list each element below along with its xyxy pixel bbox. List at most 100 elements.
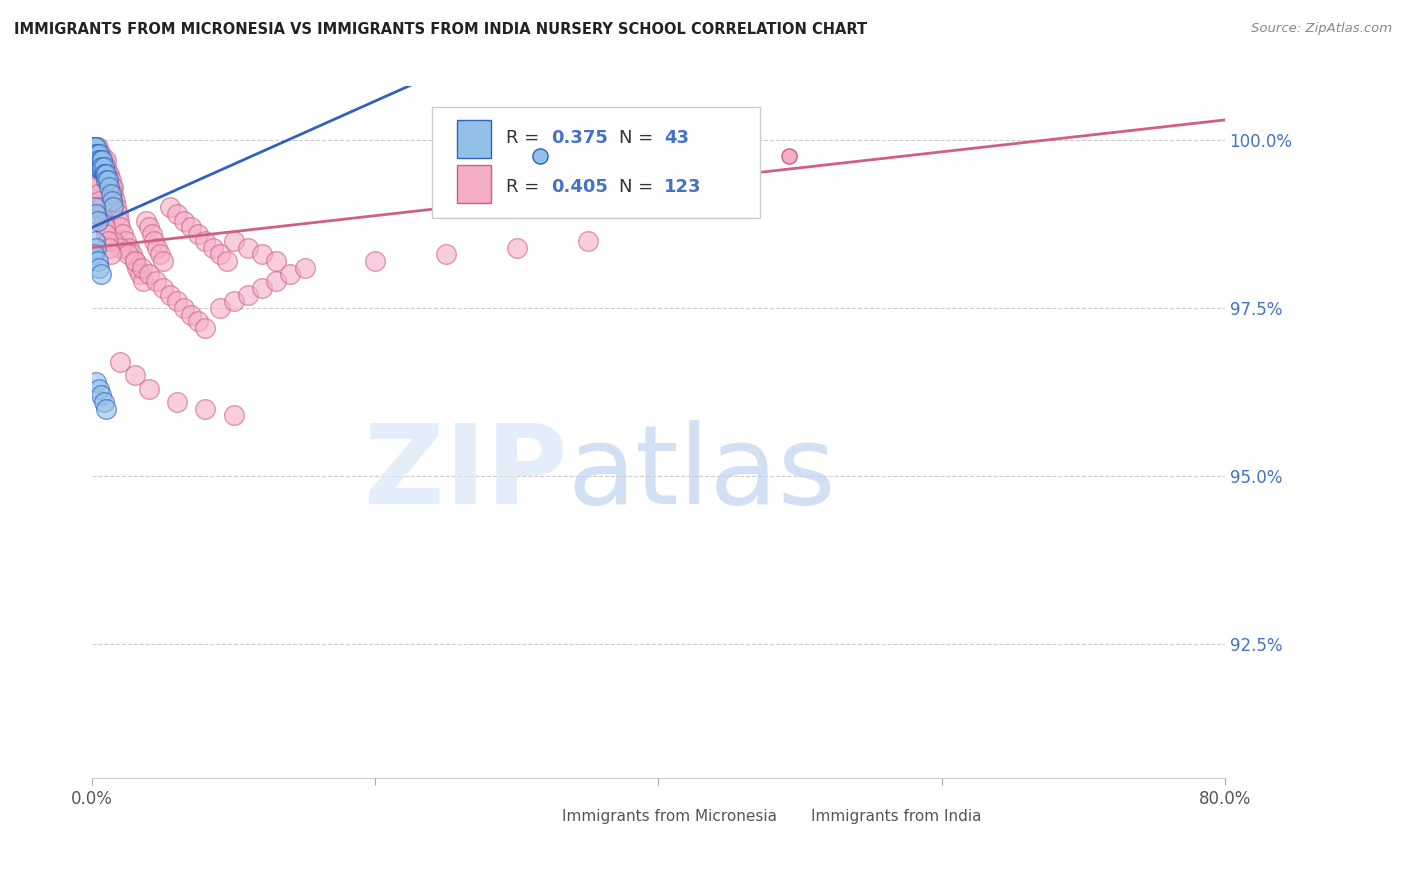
Point — [110, 355, 132, 369]
Point — [84, 173, 107, 187]
Text: R =: R = — [506, 178, 544, 195]
Text: N =: N = — [619, 129, 659, 147]
Point — [97, 234, 120, 248]
Point — [110, 241, 132, 255]
Text: 0.375: 0.375 — [551, 129, 607, 147]
Point — [100, 186, 122, 201]
Point — [93, 160, 115, 174]
Point — [87, 146, 110, 161]
Point — [640, 805, 662, 819]
Point — [159, 200, 181, 214]
Point — [236, 241, 259, 255]
Point — [91, 153, 114, 168]
Point — [250, 247, 273, 261]
Point — [103, 200, 125, 214]
Point — [83, 146, 105, 161]
Point — [294, 260, 316, 275]
Point — [91, 160, 114, 174]
Text: IMMIGRANTS FROM MICRONESIA VS IMMIGRANTS FROM INDIA NURSERY SCHOOL CORRELATION C: IMMIGRANTS FROM MICRONESIA VS IMMIGRANTS… — [14, 22, 868, 37]
Point — [84, 153, 107, 168]
Point — [87, 146, 110, 161]
Point — [187, 227, 209, 241]
Point — [89, 153, 111, 168]
Point — [215, 254, 238, 268]
Point — [364, 254, 387, 268]
Bar — [457, 120, 491, 158]
Point — [91, 207, 114, 221]
Point — [280, 268, 302, 282]
Point — [96, 160, 118, 174]
Point — [86, 146, 108, 161]
Point — [222, 294, 245, 309]
Point — [98, 173, 121, 187]
Point — [83, 146, 105, 161]
Point — [90, 160, 112, 174]
Point — [250, 281, 273, 295]
Point — [208, 301, 231, 315]
Point — [89, 194, 111, 208]
Point — [93, 153, 115, 168]
Text: 43: 43 — [664, 129, 689, 147]
Point — [208, 247, 231, 261]
Point — [576, 234, 599, 248]
Point — [194, 321, 217, 335]
Point — [89, 260, 111, 275]
Point — [86, 146, 108, 161]
Point — [103, 180, 125, 194]
Point — [87, 153, 110, 168]
Point — [138, 382, 160, 396]
Text: atlas: atlas — [568, 420, 837, 527]
Point — [115, 234, 138, 248]
Point — [96, 173, 118, 187]
Text: Immigrants from Micronesia: Immigrants from Micronesia — [562, 809, 778, 823]
Point — [90, 146, 112, 161]
Point — [91, 160, 114, 174]
Text: Immigrants from India: Immigrants from India — [811, 809, 981, 823]
Point — [138, 220, 160, 235]
Point — [91, 167, 114, 181]
Point — [103, 186, 125, 201]
Point — [89, 146, 111, 161]
Point — [152, 254, 174, 268]
Point — [93, 160, 115, 174]
Point — [93, 213, 115, 227]
Point — [86, 241, 108, 255]
Point — [90, 160, 112, 174]
Point — [124, 254, 146, 268]
Point — [96, 227, 118, 241]
Point — [86, 207, 108, 221]
Point — [87, 254, 110, 268]
Point — [90, 268, 112, 282]
Point — [83, 140, 105, 154]
Point — [96, 153, 118, 168]
Point — [152, 281, 174, 295]
Point — [86, 160, 108, 174]
Point — [141, 227, 163, 241]
Point — [166, 207, 188, 221]
Point — [264, 274, 287, 288]
Point — [952, 805, 974, 819]
Point — [89, 153, 111, 168]
Point — [96, 167, 118, 181]
Point — [173, 213, 195, 227]
Point — [87, 213, 110, 227]
Point — [103, 234, 125, 248]
Point — [236, 287, 259, 301]
Point — [90, 388, 112, 402]
Point — [94, 167, 117, 181]
Point — [98, 241, 121, 255]
Point — [129, 268, 152, 282]
Point — [86, 375, 108, 389]
Point — [105, 200, 128, 214]
Point — [194, 401, 217, 416]
Point — [97, 173, 120, 187]
Point — [112, 227, 135, 241]
Point — [104, 194, 127, 208]
Point — [145, 274, 167, 288]
Point — [83, 247, 105, 261]
Point — [83, 140, 105, 154]
Point — [127, 260, 149, 275]
Point — [87, 160, 110, 174]
Point — [94, 220, 117, 235]
Point — [132, 274, 155, 288]
